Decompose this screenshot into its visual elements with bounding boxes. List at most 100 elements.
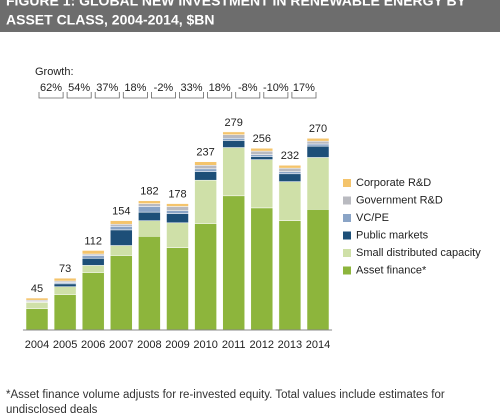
total-label: 112 <box>84 235 102 247</box>
bar-segment <box>194 171 217 181</box>
legend-swatch <box>343 179 351 187</box>
bar-segment <box>138 200 161 204</box>
bar-segment <box>110 223 133 227</box>
bar-segment <box>53 283 77 287</box>
x-tick-label: 2014 <box>306 339 330 351</box>
legend-label: Asset finance* <box>356 264 427 276</box>
bar-segment <box>110 229 133 246</box>
growth-bracket <box>94 92 120 99</box>
bar-segment <box>138 211 161 221</box>
bar-segment <box>166 203 189 207</box>
total-label: 237 <box>196 147 214 159</box>
bar-segment <box>222 195 245 331</box>
bar-segment <box>222 131 245 136</box>
bar-segment <box>222 134 245 139</box>
bar-segment <box>110 226 133 231</box>
growth-label: 17% <box>293 82 315 94</box>
bar-segment <box>110 220 133 225</box>
x-tick-label: 2006 <box>81 339 105 351</box>
x-tick-label: 2013 <box>278 339 302 351</box>
bar-segment <box>278 171 302 175</box>
growth-label: -2% <box>154 82 174 94</box>
bar-segment <box>278 167 302 172</box>
x-tick-label: 2007 <box>109 339 133 351</box>
legend-swatch <box>343 214 351 222</box>
growth-bracket <box>263 92 289 99</box>
bar-segment <box>166 222 189 248</box>
legend-label: Small distributed capacity <box>356 247 481 259</box>
bar-segment <box>138 203 161 207</box>
growth-bracket <box>122 92 148 99</box>
legend-label: Government R&D <box>356 194 443 206</box>
bar-segment <box>110 255 133 331</box>
chart-title: ASSET CLASS, 2004-2014, $BN <box>6 12 215 28</box>
bar-segment <box>25 297 49 301</box>
bar-segment <box>278 173 302 182</box>
footnote: undisclosed deals <box>6 404 98 416</box>
x-tick-label: 2010 <box>193 339 217 351</box>
total-label: 270 <box>309 123 327 135</box>
bar-segment <box>110 245 133 256</box>
bar-segment <box>53 277 77 282</box>
bar-segment <box>250 150 274 155</box>
bar-segment <box>250 159 274 209</box>
bar-segment <box>166 247 189 331</box>
x-tick-label: 2004 <box>25 339 49 351</box>
total-label: 256 <box>253 133 271 145</box>
bar-segment <box>25 308 49 331</box>
bar-segment <box>81 258 105 266</box>
bar-segment <box>222 147 245 197</box>
growth-bracket <box>207 92 233 99</box>
bar-segment <box>306 145 330 158</box>
bar-segment <box>278 220 302 331</box>
growth-bracket <box>66 92 92 99</box>
growth-bracket <box>235 92 261 99</box>
bar-segment <box>194 165 217 170</box>
bar-segment <box>250 207 274 331</box>
bar-segment <box>81 255 105 259</box>
growth-bracket <box>151 92 176 99</box>
growth-bracket <box>179 92 204 99</box>
legend-swatch <box>343 266 351 275</box>
x-tick-label: 2009 <box>165 339 189 351</box>
growth-bracket <box>38 92 64 99</box>
growth-label: -8% <box>238 82 258 94</box>
bar-segment <box>194 168 217 172</box>
bar-segment <box>81 265 105 273</box>
total-label: 73 <box>59 263 71 275</box>
growth-label: 37% <box>96 82 118 94</box>
bar-segment <box>166 206 189 211</box>
growth-title: Growth: <box>35 66 74 78</box>
header-bar <box>0 0 500 32</box>
bar-segment <box>194 161 217 166</box>
growth-bracket <box>291 92 317 99</box>
legend-label: Corporate R&D <box>356 177 431 189</box>
bar-segment <box>166 213 189 224</box>
x-tick-label: 2008 <box>137 339 161 351</box>
x-tick-label: 2012 <box>250 339 274 351</box>
x-tick-label: 2011 <box>222 339 246 351</box>
bar-segment <box>166 210 189 214</box>
bar-segment <box>81 250 105 255</box>
bar-segment <box>53 294 77 331</box>
bar-segment <box>278 181 302 221</box>
total-label: 182 <box>140 186 158 198</box>
bar-segment <box>194 179 217 224</box>
bar-segment <box>53 286 77 295</box>
total-label: 178 <box>168 189 186 201</box>
bar-segment <box>250 156 274 160</box>
legend-swatch <box>343 231 351 240</box>
bar-segment <box>138 206 161 213</box>
bar-segment <box>278 165 302 169</box>
bar-segment <box>138 220 161 237</box>
growth-label: 33% <box>181 82 203 94</box>
bar-segment <box>222 138 245 141</box>
legend-label: Public markets <box>356 229 429 241</box>
chart-title: FIGURE 1: GLOBAL NEW INVESTMENT IN RENEW… <box>6 0 467 9</box>
bar-segment <box>138 236 161 331</box>
growth-label: -10% <box>263 82 289 94</box>
bar-segment <box>306 138 330 142</box>
legend-swatch <box>343 249 351 257</box>
bar-segment <box>306 157 330 210</box>
